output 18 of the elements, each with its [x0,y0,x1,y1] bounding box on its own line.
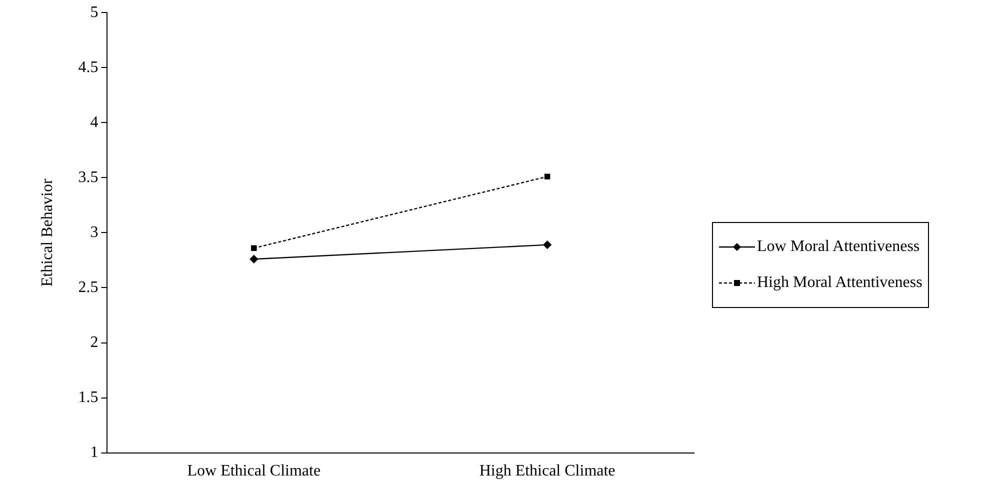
y-tick-label: 4.5 [78,58,98,76]
y-tick-label: 4 [90,114,98,131]
point [251,245,257,251]
y-tick-label: 5 [90,4,98,21]
y-tick-label: 2 [90,334,98,351]
legend-label: Low Moral Attentiveness [757,238,920,256]
point [543,240,552,249]
point [250,255,258,264]
y-tick-label: 1.5 [78,388,98,406]
y-axis-title: Ethical Behavior [38,178,56,287]
y-tick-label: 3.5 [78,168,98,186]
x-tick-label: High Ethical Climate [479,462,616,480]
y-tick-label: 3 [90,224,98,241]
legend-label: High Moral Attentiveness [757,274,922,292]
y-tick-label: 1 [90,444,98,462]
x-tick-label: Low Ethical Climate [187,462,321,480]
point [544,174,550,180]
y-tick-label: 2.5 [78,278,98,296]
